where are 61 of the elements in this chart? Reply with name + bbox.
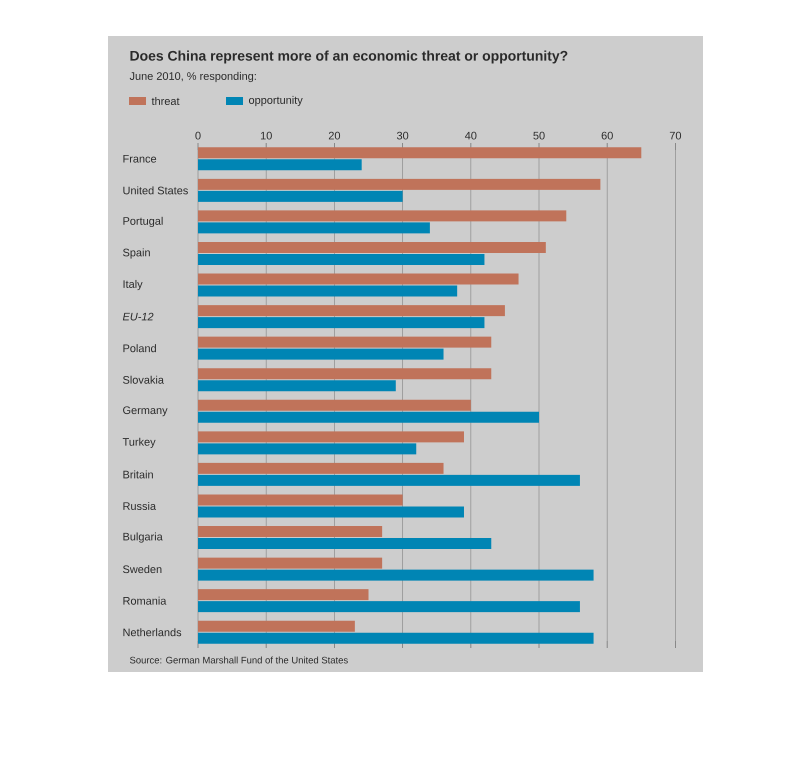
bar [198,558,382,569]
bar [198,159,362,170]
bar [198,494,403,506]
x-tick-label: 30 [396,132,408,140]
bar [198,443,416,454]
bar [198,462,444,474]
y-tick-label: France [123,154,156,163]
bar [198,601,580,612]
chart-title: Does China represent more of an economic threat or opportunity? [130,50,568,64]
bar [198,305,505,316]
y-tick-label: Spain [123,248,150,259]
bar [198,274,519,285]
x-tick-label: 0 [195,132,201,140]
bar [198,431,464,442]
bar [198,336,492,348]
bar [198,400,471,411]
source-note: Source: German Marshall Fund of the United States [130,656,348,664]
y-tick-label: Britain [123,470,153,478]
bar [198,348,444,360]
y-tick-label: Portugal [123,216,163,228]
legend-label: opportunity [248,96,303,106]
y-tick-label: Turkey [122,438,156,448]
bar [198,506,464,518]
bar [198,620,355,632]
bar [198,632,594,644]
y-tick-label: Slovakia [123,376,164,384]
y-tick-label: Germany [123,406,168,416]
bar [198,190,403,202]
bar [198,538,492,550]
y-tick-label: United States [123,186,188,194]
bar [198,242,546,253]
bar [198,286,458,297]
y-tick-label: EU-12 [122,312,154,320]
legend-label: threat [152,96,180,106]
bar [198,210,566,222]
y-tick-label: Russia [123,502,156,510]
bar [198,570,594,581]
y-tick-label: Sweden [123,565,162,574]
y-tick-label: Bulgaria [123,532,163,543]
y-tick-label: Poland [123,344,156,352]
bar [198,380,396,392]
chart-subtitle: June 2010, % responding: [130,72,256,82]
bar [198,474,580,486]
bar [198,178,600,190]
x-tick-label: 50 [533,132,545,140]
x-tick-label: 10 [260,132,272,140]
bar [198,526,382,538]
bar [198,254,484,265]
bar [198,368,492,380]
y-tick-label: Romania [123,596,166,605]
x-tick-label: 70 [670,132,682,140]
bar [198,222,430,234]
bar [198,317,484,328]
y-tick-label: Netherlands [123,628,182,636]
x-tick-label: 20 [328,132,340,140]
x-tick-label: 40 [464,132,476,140]
bar [198,589,369,600]
y-tick-label: Italy [124,280,143,290]
bar [198,412,540,423]
x-tick-label: 60 [602,132,613,140]
bar [198,147,642,158]
